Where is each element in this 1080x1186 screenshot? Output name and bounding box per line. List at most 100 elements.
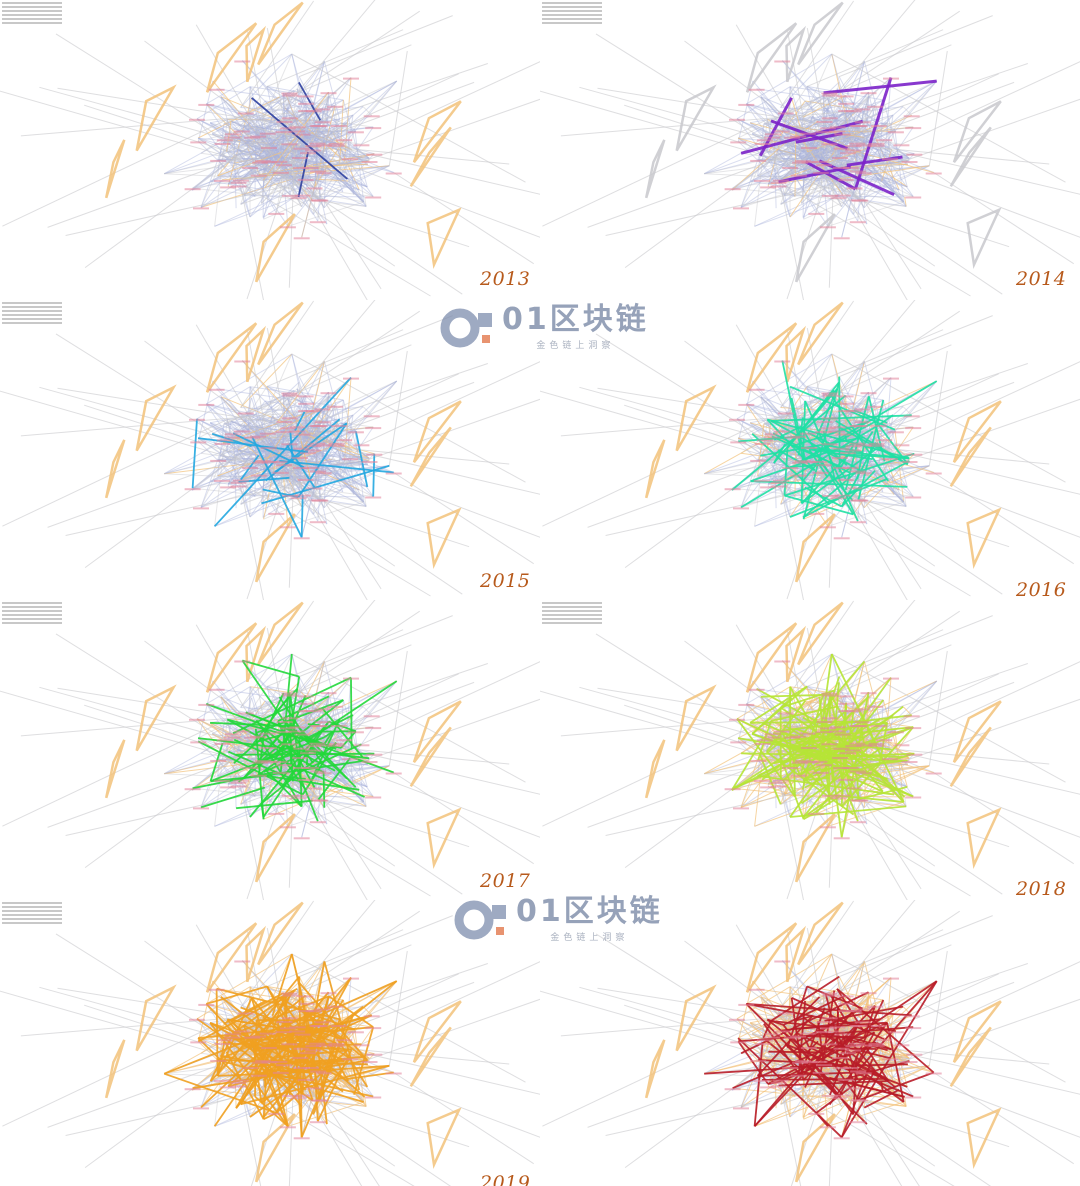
network-graph	[540, 300, 1080, 600]
graph-node-label	[821, 443, 838, 446]
graph-edge	[195, 24, 303, 207]
graph-edge	[267, 685, 344, 701]
graph-node-label	[309, 521, 326, 524]
graph-edge	[759, 755, 782, 805]
graph-node-label	[760, 186, 777, 189]
graph-edge	[820, 90, 835, 133]
graph-node-label	[845, 749, 862, 752]
graph-edge	[684, 340, 840, 457]
graph-node-label	[784, 136, 801, 139]
graph-edge	[238, 1081, 415, 1186]
graph-edge	[254, 728, 265, 820]
graph-node-label	[833, 747, 850, 750]
graph-edge	[346, 122, 374, 128]
graph-edge	[859, 465, 930, 501]
graph-edge	[334, 114, 372, 133]
graph-node-label	[903, 715, 920, 718]
graph-node-label	[887, 431, 904, 434]
graph-edge	[238, 430, 296, 483]
graph-node-label	[275, 131, 292, 134]
graph-edge	[904, 496, 907, 507]
graph-edge	[307, 129, 356, 153]
graph-node-label	[849, 742, 866, 745]
graph-node-label	[925, 772, 942, 775]
graph-node-label	[353, 744, 370, 747]
graph-node-label	[799, 132, 816, 135]
graph-node-label	[184, 188, 201, 191]
graph-triangle	[257, 601, 304, 666]
graph-node-label	[268, 512, 285, 515]
graph-edge	[241, 130, 270, 148]
graph-node-label	[305, 710, 322, 713]
graph-node-label	[242, 467, 259, 469]
graph-node-label	[328, 444, 345, 447]
graph-node-label	[838, 402, 855, 405]
graph-node-label	[292, 157, 309, 159]
graph-edge	[200, 786, 266, 809]
graph-node-label	[342, 758, 358, 761]
graph-edge	[855, 188, 914, 197]
graph-triangle	[409, 126, 452, 188]
graph-node-label	[829, 726, 846, 729]
graph-node-label	[845, 710, 862, 713]
graph-triangle	[797, 1, 844, 66]
graph-edge	[332, 673, 459, 733]
graph-triangle	[205, 922, 258, 993]
graph-node-label	[867, 105, 884, 108]
graph-edge	[836, 88, 880, 126]
graph-edge	[269, 160, 324, 173]
graph-node-label	[290, 497, 307, 500]
graph-edge	[226, 720, 232, 752]
graph-node-label	[773, 430, 790, 433]
network-panel-2013: 2013	[0, 0, 540, 300]
graph-edge	[210, 721, 298, 728]
graph-edge	[773, 139, 777, 209]
graph-node-label	[855, 772, 872, 775]
graph-edge	[262, 721, 330, 819]
graph-edge	[255, 428, 333, 433]
graph-edge	[196, 686, 251, 720]
graph-node-label	[193, 507, 209, 510]
graph-edge	[305, 431, 334, 465]
graph-edge	[226, 144, 288, 153]
graph-triangle	[966, 807, 1002, 870]
graph-edge	[271, 953, 293, 1017]
graph-node-label	[842, 767, 859, 769]
graph-node-label	[260, 447, 277, 449]
graph-triangle	[257, 901, 304, 966]
graph-edge	[324, 381, 475, 438]
graph-triangle	[794, 213, 836, 283]
graph-edge	[259, 1051, 269, 1063]
graph-edge	[289, 90, 295, 93]
graph-edge	[263, 135, 328, 225]
graph-edge	[274, 422, 348, 473]
graph-edge	[305, 414, 354, 437]
graph-edge	[255, 1041, 294, 1064]
graph-edge	[301, 742, 337, 796]
graph-edge	[209, 742, 224, 782]
graph-edge	[818, 159, 895, 196]
graph-edge	[894, 729, 905, 803]
graph-node-label	[845, 449, 862, 452]
graph-node-label	[309, 442, 326, 445]
graph-node-label	[220, 486, 237, 489]
graph-edge	[200, 396, 280, 454]
graph-edge	[200, 171, 276, 208]
graph-node-label	[189, 118, 205, 121]
graph-edge	[200, 436, 233, 508]
graph-node-label	[842, 167, 859, 169]
graph-edge	[272, 115, 365, 203]
graph-edge	[244, 120, 279, 145]
graph-edge	[358, 789, 374, 797]
graph-edge	[928, 51, 948, 166]
graph-edge	[803, 479, 1010, 548]
graph-edge	[823, 392, 825, 422]
year-label: 2013	[480, 268, 531, 290]
graph-node-label	[292, 757, 309, 759]
graph-edge	[837, 158, 873, 167]
graph-node-label	[365, 796, 382, 799]
legend-block	[542, 602, 602, 626]
graph-edge	[84, 716, 290, 869]
graph-node-label	[234, 660, 251, 663]
graph-triangle	[205, 322, 258, 393]
